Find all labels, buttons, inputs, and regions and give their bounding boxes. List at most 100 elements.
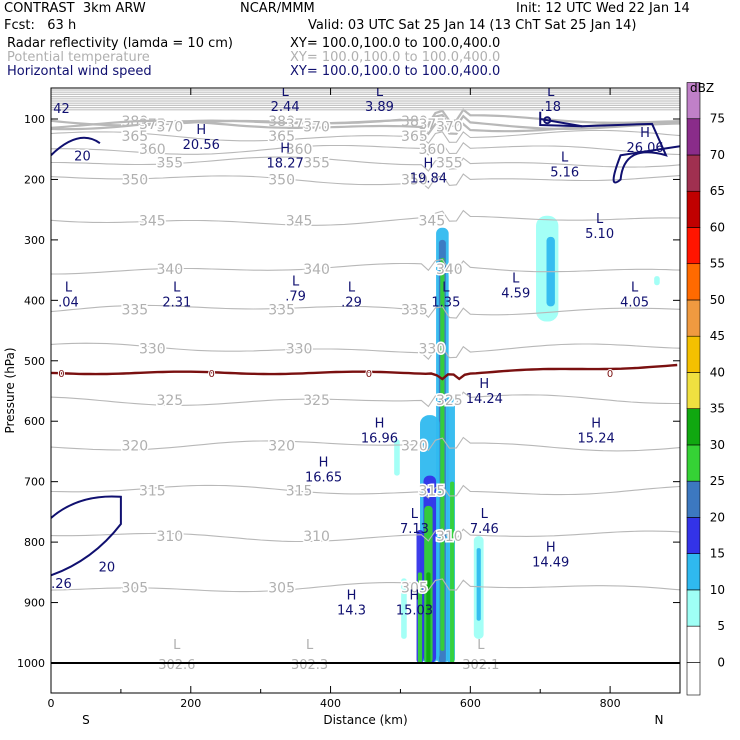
init-time: Init: 12 UTC Wed 22 Jan 14 — [516, 1, 690, 16]
wind-extremum-marker-16: L — [631, 280, 639, 295]
colorbar-label-20: 20 — [710, 510, 725, 524]
wind-extremum-marker-17: H — [479, 377, 489, 392]
wind-contour-label-2: .26 — [51, 577, 72, 592]
model-title: CONTRAST 3km ARW — [4, 1, 146, 16]
wind-extremum-value-20: 16.65 — [305, 471, 342, 486]
theta-line-335 — [51, 304, 680, 319]
theta-line-355 — [51, 156, 680, 172]
theta-label-305-2: 305 — [401, 580, 428, 596]
colorbar-label-55: 55 — [710, 257, 725, 271]
theta-label-335-0: 335 — [121, 302, 148, 318]
wind-extremum-value-13: .29 — [341, 295, 362, 310]
wind-contour-label-0: 20 — [74, 149, 91, 164]
colorbar-segment-25 — [686, 444, 701, 482]
reflectivity-cell-17 — [654, 276, 660, 286]
colorbar-label-5: 5 — [717, 619, 725, 633]
theta-label-330-2: 330 — [419, 342, 446, 358]
theta-label-370-1: 370 — [303, 119, 330, 135]
theta-label-315-1: 315 — [286, 484, 313, 500]
theta-label-365-0: 365 — [121, 129, 148, 145]
theta-label-355-2: 355 — [436, 156, 463, 172]
theta-line-310 — [51, 528, 680, 543]
theta-label-360-1: 360 — [286, 142, 313, 158]
colorbar-label-30: 30 — [710, 438, 725, 452]
wind-extremum-marker-2: L — [376, 85, 384, 100]
wind-extremum-value-19: 15.24 — [578, 431, 615, 446]
theta-label-325-1: 325 — [303, 393, 330, 409]
reflectivity-cell-14 — [476, 548, 481, 621]
theta-line-340 — [51, 258, 680, 275]
colorbar-segment-45 — [686, 299, 701, 337]
theta-label-350-0: 350 — [121, 172, 148, 188]
colorbar-segment-40 — [686, 335, 701, 373]
field-reflectivity-name: Radar reflectivity (lamda = 10 cm) — [7, 36, 233, 51]
field-reflectivity-xy: XY= 100.0,100.0 to 100.0,400.0 — [290, 36, 501, 51]
wind-extremum-value-24: 14.3 — [337, 604, 366, 619]
wind-extremum-marker-4: H — [196, 123, 206, 138]
wind-extremum-value-6: 19.84 — [410, 171, 447, 186]
wind-extremum-marker-20: H — [319, 456, 329, 471]
forecast-hour: Fcst: 63 h — [4, 18, 77, 33]
wind-extremum-value-9: 5.10 — [585, 227, 614, 242]
reflectivity-cell-15 — [394, 439, 400, 476]
y-tick-label-1000: 1000 — [17, 657, 45, 670]
colorbar-segment-35 — [686, 372, 701, 409]
wind-extremum-value-1: 2.44 — [271, 100, 300, 115]
wind-extremum-value-22: 7.46 — [470, 522, 499, 537]
wind-extremum-marker-3: L — [547, 85, 555, 100]
y-tick-label-600: 600 — [24, 415, 45, 428]
theta-label-315-0: 315 — [139, 484, 166, 500]
colorbar-segment-30 — [686, 408, 701, 446]
theta-line-315 — [51, 484, 680, 499]
colorbar-segment-15 — [686, 517, 701, 554]
theta-label-330-1: 330 — [286, 342, 313, 358]
theta-label-325-0: 325 — [156, 393, 183, 409]
theta-label-320-0: 320 — [121, 438, 148, 454]
y-tick-label-700: 700 — [24, 476, 45, 489]
reflectivity-cell-16 — [401, 578, 407, 639]
wind-contour-3 — [539, 111, 583, 128]
field-wind-name: Horizontal wind speed — [7, 64, 152, 79]
y-axis-label: Pressure (hPa) — [3, 347, 17, 433]
theta-label-320-1: 320 — [268, 438, 295, 454]
colorbar-segment-5 — [686, 589, 701, 627]
colorbar-segment-70 — [686, 118, 701, 156]
wind-contour-0 — [51, 136, 101, 156]
wind-extremum-value-7: 5.16 — [550, 165, 579, 180]
theta-label-305-0: 305 — [121, 580, 148, 596]
wind-extremum-value-2: 3.89 — [365, 100, 394, 115]
theta-low-marker-0: L — [173, 638, 181, 653]
theta-label-310-1: 310 — [303, 529, 330, 545]
field-theta-name: Potential temperature — [7, 50, 150, 65]
wind-contour-2 — [51, 495, 122, 577]
x-tick-label-200: 200 — [180, 697, 201, 710]
theta-line-375 — [51, 113, 680, 131]
theta-label-330-0: 330 — [139, 342, 166, 358]
theta-low-marker-1: L — [306, 638, 314, 653]
colorbar-label-40: 40 — [710, 365, 725, 379]
colorbar-label-75: 75 — [710, 112, 725, 126]
theta-label-360-0: 360 — [139, 142, 166, 158]
reflectivity-cell-10 — [417, 572, 423, 663]
theta-label-315-2: 315 — [419, 484, 446, 500]
theta-line-305 — [51, 578, 680, 593]
wind-extremum-value-25: 15.03 — [396, 604, 433, 619]
wind-extremum-value-11: 2.31 — [162, 295, 191, 310]
y-tick-label-100: 100 — [24, 113, 45, 126]
colorbar-segment-0 — [686, 625, 701, 663]
y-tick-label-200: 200 — [24, 173, 45, 186]
theta-label-345-2: 345 — [419, 214, 446, 230]
wind-extremum-marker-9: L — [596, 212, 604, 227]
colorbar-unit: dBZ — [690, 81, 714, 95]
wind-extremum-marker-1: L — [282, 85, 290, 100]
y-tick-label-300: 300 — [24, 234, 45, 247]
colorbar-label-35: 35 — [710, 402, 725, 416]
reflectivity-cell-2 — [440, 258, 445, 651]
wind-contour-label-1: 20 — [99, 560, 116, 575]
theta-label-365-2: 365 — [401, 129, 428, 145]
wind-extremum-marker-21: L — [411, 507, 419, 522]
theta-label-320-2: 320 — [401, 438, 428, 454]
theta-line-320 — [51, 436, 680, 452]
